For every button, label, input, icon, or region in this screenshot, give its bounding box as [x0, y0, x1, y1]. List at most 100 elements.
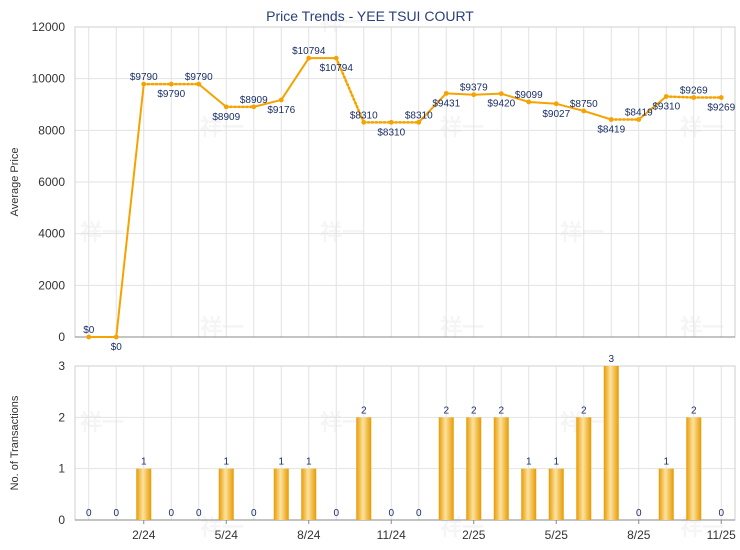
transactions-label-9/24: 0 [333, 508, 339, 519]
transactions-y-tick-1: 1 [58, 462, 65, 476]
transactions-label-5/25: 1 [553, 457, 559, 468]
transactions-label-2/25: 2 [471, 405, 477, 416]
transactions-bar-5/24 [218, 468, 234, 520]
transactions-label-3/25: 2 [498, 405, 504, 416]
price-point-11/25 [718, 95, 724, 100]
transactions-bar-9/25 [658, 468, 674, 520]
month-tick-5/25: 5/25 [545, 528, 569, 542]
month-tick-5/24: 5/24 [215, 528, 239, 542]
price-point-1/25 [443, 90, 449, 96]
price-label-7/24: $9176 [267, 105, 295, 116]
price-label-1/24: $0 [111, 342, 123, 353]
transactions-bar-3/25 [493, 417, 509, 520]
price-segment-20 [637, 95, 668, 121]
transactions-bar-5/25 [548, 468, 564, 520]
price-label-8/24: $10794 [292, 46, 326, 57]
price-label-5/25: $9027 [542, 109, 570, 120]
price-point-3/24 [168, 81, 174, 87]
transactions-label-4/25: 1 [526, 457, 532, 468]
price-y-tick-3: 6000 [38, 175, 65, 189]
price-label-9/25: $9310 [652, 101, 680, 112]
month-tick-11/24: 11/24 [377, 528, 406, 542]
transactions-label-3/24: 0 [168, 508, 174, 519]
watermark-0: 祥一 [80, 220, 124, 245]
transactions-label-9/25: 1 [663, 457, 669, 468]
price-label-7/25: $8419 [597, 125, 625, 136]
transactions-label-11/24: 0 [388, 508, 394, 519]
price-label-11/25: $9269 [707, 103, 735, 114]
price-label-5/24: $8909 [212, 112, 240, 123]
price-y-tick-1: 2000 [38, 278, 65, 292]
price-y-axis-title: Average Price [9, 148, 21, 217]
price-label-3/24: $9790 [157, 89, 185, 100]
price-point-6/24 [251, 104, 257, 110]
chart-title: Price Trends - YEE TSUI COURT [266, 8, 474, 24]
price-points [86, 55, 724, 340]
month-tick-2/24: 2/24 [132, 528, 156, 542]
price-point-12/23 [86, 334, 92, 340]
price-point-5/25 [553, 101, 559, 107]
price-point-5/24 [223, 104, 229, 110]
transactions-label-1/24: 0 [113, 508, 119, 519]
price-segment-17 [555, 102, 585, 112]
price-y-tick-5: 10000 [32, 72, 66, 86]
transactions-label-1/25: 2 [443, 405, 449, 416]
transactions-label-5/24: 1 [223, 457, 229, 468]
transactions-label-7/25: 3 [608, 354, 614, 365]
price-y-ticks: 0 2000 4000 6000 8000 10000 12000 [32, 20, 66, 344]
transactions-label-4/24: 0 [196, 508, 202, 519]
transactions-y-axis-title: No. of Transactions [9, 395, 21, 490]
price-segment-18 [582, 109, 613, 121]
price-segment-21 [665, 95, 695, 99]
price-segment-9 [335, 56, 365, 124]
price-point-8/25 [636, 117, 642, 122]
transactions-bar-6/25 [576, 417, 592, 520]
watermark-10: 祥一 [80, 410, 124, 435]
watermark-7: 祥一 [560, 220, 604, 245]
price-data-labels: $0$0$9790$9790$9790$8909$8909$9176$10794… [83, 46, 735, 353]
transactions-bar-4/25 [521, 468, 537, 520]
price-point-10/25 [691, 95, 697, 100]
price-label-11/24: $8310 [377, 127, 405, 138]
price-segment-6 [252, 98, 283, 108]
price-segment-4 [197, 83, 228, 108]
month-x-ticks: 2/24 5/24 8/24 11/24 2/25 5/25 8/25 11/25 [132, 520, 736, 542]
price-y-tick-4: 8000 [38, 123, 65, 137]
transactions-y-tick-0: 0 [58, 513, 65, 527]
price-point-2/25 [471, 92, 477, 98]
transactions-label-11/25: 0 [718, 508, 724, 519]
price-label-8/25: $8419 [625, 108, 653, 119]
price-label-10/25: $9269 [680, 86, 708, 97]
price-label-3/25: $9420 [487, 99, 515, 110]
price-point-7/25 [608, 117, 614, 122]
price-point-4/24 [196, 81, 202, 87]
price-point-2/24 [141, 81, 147, 87]
watermark-8: 祥一 [680, 115, 724, 140]
transactions-bar-7/25 [603, 366, 619, 520]
transactions-data-labels: 0 0 1 0 0 1 0 1 1 0 2 0 0 2 2 2 1 1 2 3 0 1 2 0 [86, 354, 725, 519]
transactions-bar-2/25 [466, 417, 482, 520]
transactions-grid [74, 365, 736, 521]
transactions-label-2/24: 1 [141, 457, 147, 468]
price-segment-7 [280, 57, 310, 101]
price-label-12/23: $0 [83, 325, 95, 336]
price-point-8/24 [306, 55, 312, 61]
price-point-1/24 [113, 334, 119, 340]
price-label-6/25: $8750 [570, 99, 598, 110]
price-segment-15 [500, 92, 530, 103]
price-point-7/24 [278, 97, 284, 103]
price-label-9/24: $10794 [320, 63, 354, 74]
transactions-bar-10/25 [686, 417, 702, 520]
transactions-label-7/24: 1 [278, 457, 284, 468]
transactions-bars [136, 366, 702, 520]
month-tick-11/25: 11/25 [707, 528, 736, 542]
price-point-10/24 [361, 119, 367, 125]
transactions-bar-1/25 [438, 417, 454, 520]
price-segment-14 [472, 92, 503, 96]
transactions-y-ticks: 0 1 2 3 [58, 359, 65, 527]
price-label-1/25: $9431 [432, 98, 460, 109]
transactions-plot-frame [74, 365, 736, 521]
price-point-12/24 [416, 119, 422, 125]
